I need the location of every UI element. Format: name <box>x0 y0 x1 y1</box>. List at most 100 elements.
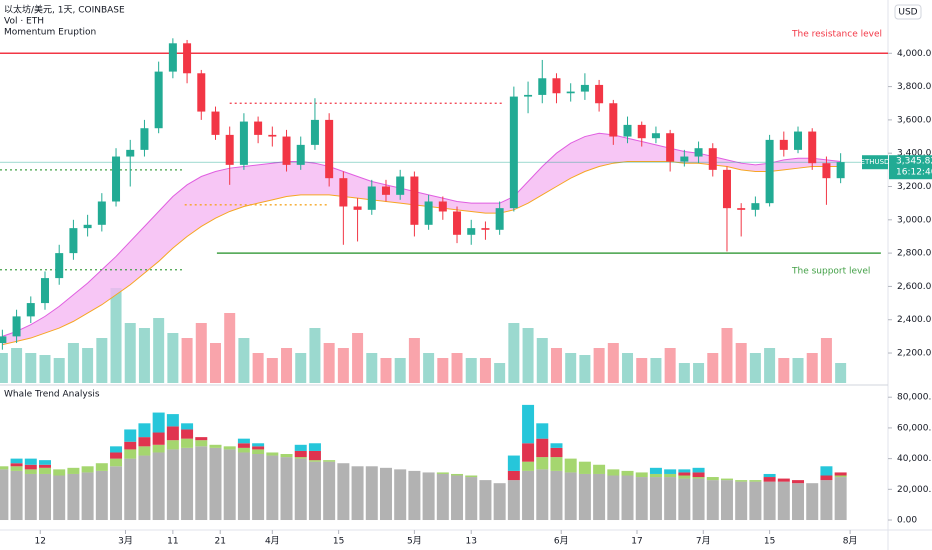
y-tick-label: 0.00 <box>897 516 917 526</box>
whale-bar <box>53 469 66 476</box>
whale-bar <box>692 478 705 521</box>
whale-bar <box>24 469 37 474</box>
whale-bar <box>67 467 80 474</box>
whale-bar <box>138 446 151 456</box>
whale-bar <box>138 423 151 438</box>
whale-bar <box>522 404 535 444</box>
candle-body <box>0 336 7 344</box>
whale-bar <box>621 470 634 476</box>
y-tick-label: 2,200.00 <box>897 349 932 359</box>
y-tick-label: 3,400.00 <box>897 149 932 159</box>
whale-bar <box>678 475 691 479</box>
whale-bar <box>53 475 66 521</box>
candle-body <box>836 162 845 179</box>
whale-bar <box>152 432 165 445</box>
x-tick-label: 7月 <box>696 536 711 547</box>
whale-bar <box>38 464 51 468</box>
volume-bar <box>96 338 108 383</box>
volume-bar <box>423 353 435 383</box>
whale-bar <box>0 469 9 521</box>
whale-bar <box>166 449 179 521</box>
cloud-lower-line <box>2 161 841 346</box>
whale-bar <box>522 461 535 471</box>
x-tick-label: 11 <box>167 537 178 547</box>
whale-bar <box>820 480 833 521</box>
whale-bar <box>124 441 137 450</box>
whale-bar <box>110 458 123 467</box>
candle-body <box>183 43 192 74</box>
whale-bar <box>38 473 51 521</box>
whale-bar <box>536 423 549 439</box>
whale-bar <box>522 470 535 521</box>
whale-bar <box>152 444 165 453</box>
whale-bar <box>237 452 250 521</box>
candle-body <box>239 121 248 165</box>
candle-body <box>97 201 106 225</box>
volume-bar <box>53 358 65 383</box>
candle-body <box>325 119 334 179</box>
whale-bar <box>323 461 336 521</box>
volume-bar <box>408 338 420 383</box>
whale-bar <box>451 475 464 521</box>
candle-body <box>40 278 49 304</box>
whale-bar <box>593 464 606 474</box>
volume-bar <box>707 353 719 383</box>
y-tick-label: 40,000.00 <box>897 454 932 464</box>
whale-bar <box>706 477 719 481</box>
whale-bar <box>649 477 662 521</box>
volume-bar <box>281 348 293 383</box>
whale-bar <box>536 438 549 458</box>
volume-bar <box>693 363 705 383</box>
candle-body <box>254 121 263 135</box>
whale-bar <box>479 480 492 521</box>
whale-bar <box>237 438 250 444</box>
whale-bar <box>507 470 520 481</box>
volume-bar <box>778 358 790 383</box>
whale-bar <box>436 473 449 521</box>
volume-bar <box>181 338 193 383</box>
x-tick-label: 15 <box>764 537 775 547</box>
whale-bar <box>536 457 549 470</box>
whale-bar <box>38 467 51 474</box>
whale-bar <box>635 472 648 478</box>
x-tick-label: 8月 <box>843 536 858 547</box>
whale-bar <box>152 412 165 433</box>
candle-body <box>197 73 206 112</box>
candle-body <box>623 124 632 137</box>
whale-bar <box>436 472 449 474</box>
whale-bar <box>550 447 563 458</box>
candle-body <box>666 133 675 162</box>
whale-bar <box>10 458 23 464</box>
whale-bar <box>138 437 151 447</box>
candle-body <box>112 156 121 202</box>
whale-bar <box>735 481 748 521</box>
currency-box[interactable] <box>894 4 922 20</box>
volume-bar <box>25 353 37 383</box>
y-tick-label: 3,800.00 <box>897 82 932 92</box>
whale-bar <box>792 480 805 484</box>
volume-bar <box>82 348 94 383</box>
whale-bar <box>635 477 648 521</box>
candle-body <box>651 133 660 139</box>
volume-bar <box>124 323 136 383</box>
whale-bar <box>252 454 265 521</box>
candle-body <box>168 43 177 72</box>
candle-body <box>822 163 831 179</box>
y-tick-label: 3,200.00 <box>897 182 932 192</box>
y-tick-label: 2,400.00 <box>897 315 932 325</box>
candle-body <box>595 84 604 104</box>
volume-bar <box>508 323 520 383</box>
whale-bar <box>550 457 563 471</box>
whale-bar <box>294 458 307 521</box>
whale-bar <box>351 466 364 521</box>
whale-bar <box>181 447 194 521</box>
volume-bar <box>394 358 406 383</box>
chart-title: 以太坊/美元, 1天, COINBASE <box>4 4 125 16</box>
whale-bar <box>593 473 606 521</box>
annotation: The resistance level <box>791 30 882 40</box>
whale-bar <box>365 466 378 521</box>
whale-bar <box>0 466 9 470</box>
volume-bar <box>479 358 491 383</box>
whale-bar <box>692 477 705 479</box>
volume-bar <box>792 358 804 383</box>
